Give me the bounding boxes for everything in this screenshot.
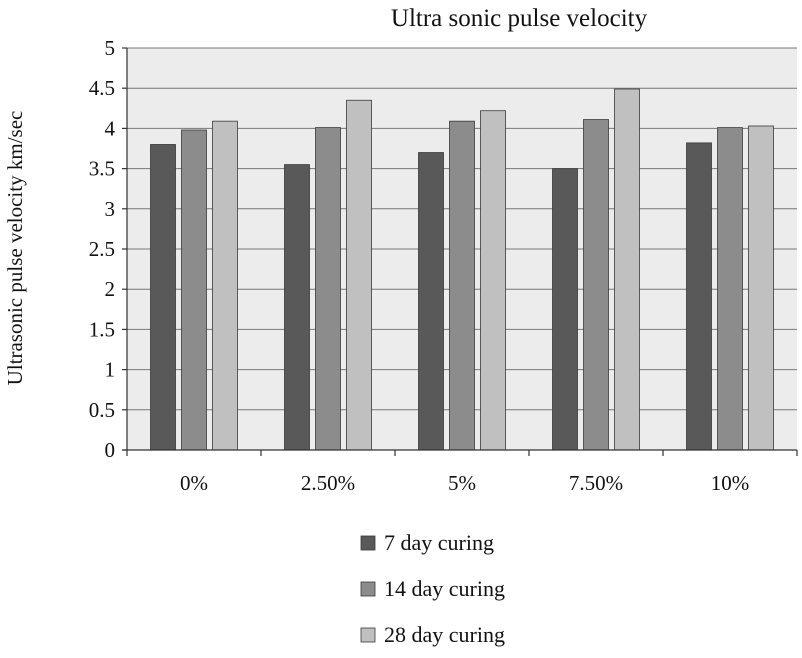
legend: 7 day curing 14 day curing 28 day curing [360,530,505,647]
x-axis-ticks: 0% 2.50% 5% 7.50% 10% [126,450,798,495]
bar-7-day-curing-4 [686,142,712,451]
bar-14-day-curing-3 [583,119,609,451]
y-tick-label: 3.5 [89,157,115,181]
legend-swatch [360,581,376,597]
bars [150,88,774,451]
bar-14-day-curing-4 [717,127,743,451]
x-tick-label: 5% [448,471,476,495]
bar-14-day-curing-2 [449,120,475,451]
y-tick-label: 0.5 [89,398,115,422]
bar-28-day-curing-4 [748,125,774,451]
x-tick-label: 0% [180,471,208,495]
y-tick-label: 2 [105,277,116,301]
bar-7-day-curing-1 [284,164,310,451]
legend-swatch [360,627,376,643]
legend-label: 28 day curing [384,622,505,647]
legend-swatch [360,535,376,551]
legend-label: 7 day curing [384,530,494,555]
bar-14-day-curing-0 [181,129,207,451]
bar-7-day-curing-0 [150,144,176,451]
y-tick-label: 0 [105,438,116,462]
y-tick-label: 1 [105,358,116,382]
x-tick-label: 2.50% [301,471,355,495]
bar-14-day-curing-1 [315,127,341,451]
y-tick-label: 3 [105,197,116,221]
bar-28-day-curing-1 [346,99,372,451]
y-axis-ticks: 0 0.5 1 1.5 2 2.5 3 3.5 4 4.5 5 [89,36,127,462]
legend-label: 14 day curing [384,576,505,601]
x-tick-label: 7.50% [569,471,623,495]
y-tick-label: 4 [105,116,116,140]
bar-28-day-curing-3 [614,88,640,451]
y-axis-label: Ultrasonic pulse velocity km/sec [3,111,27,386]
y-tick-label: 1.5 [89,317,115,341]
y-tick-label: 4.5 [89,76,115,100]
bar-28-day-curing-0 [212,120,238,451]
bar-28-day-curing-2 [480,110,506,451]
y-tick-label: 2.5 [89,237,115,261]
y-tick-label: 5 [105,36,116,60]
chart-title: Ultra sonic pulse velocity [391,5,648,32]
bar-7-day-curing-2 [418,152,444,451]
bar-7-day-curing-3 [552,168,578,451]
x-tick-label: 10% [711,471,750,495]
